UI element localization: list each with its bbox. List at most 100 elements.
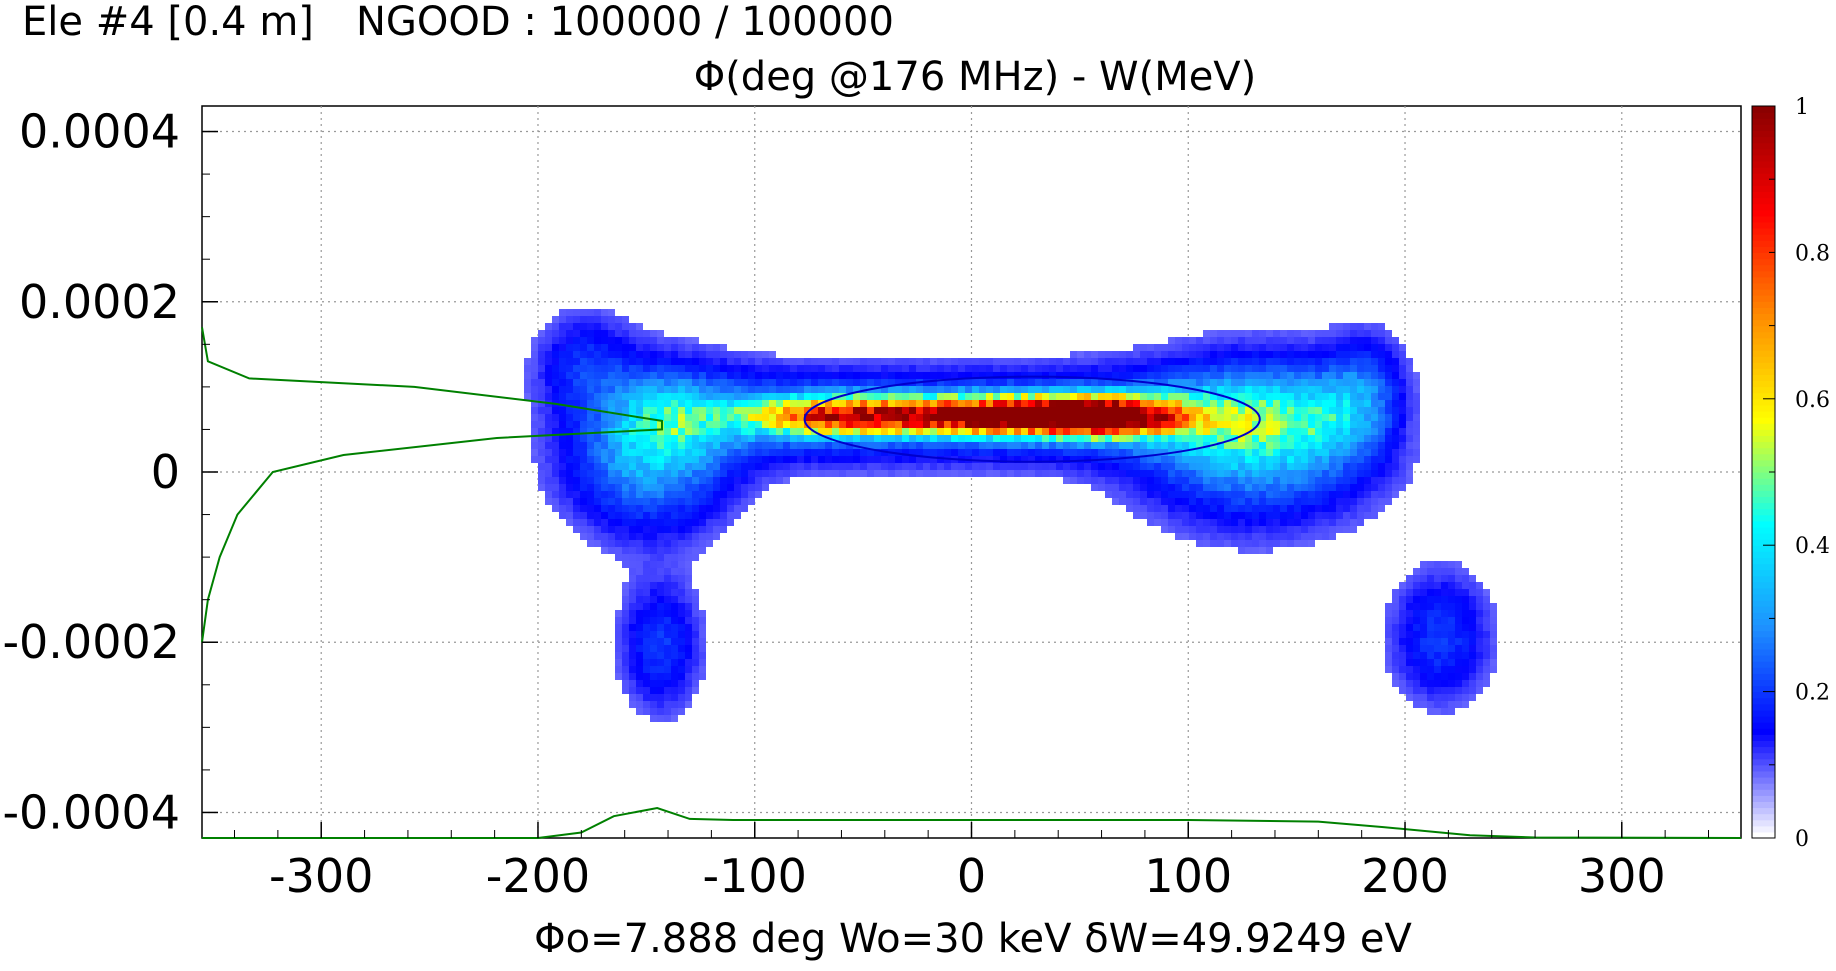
density-cell <box>1336 407 1343 414</box>
density-cell <box>1217 526 1224 533</box>
density-cell <box>650 498 657 505</box>
density-cell <box>1014 379 1021 386</box>
density-cell <box>1385 484 1392 491</box>
density-cell <box>1049 428 1056 435</box>
density-cell <box>1196 533 1203 540</box>
density-cell <box>601 365 608 372</box>
density-cell <box>1063 407 1070 414</box>
density-cell <box>1203 379 1210 386</box>
density-cell <box>713 449 720 456</box>
density-cell <box>524 372 531 379</box>
density-cell <box>1252 337 1259 344</box>
density-cell <box>601 449 608 456</box>
density-cell <box>881 379 888 386</box>
density-cell <box>573 344 580 351</box>
density-cell <box>587 337 594 344</box>
density-cell <box>1448 659 1455 666</box>
density-cell <box>1000 442 1007 449</box>
density-cell <box>804 470 811 477</box>
density-cell <box>1308 330 1315 337</box>
density-cell <box>1490 603 1497 610</box>
density-cell <box>1196 344 1203 351</box>
density-cell <box>629 519 636 526</box>
density-cell <box>958 386 965 393</box>
density-cell <box>1210 449 1217 456</box>
density-cell <box>1231 393 1238 400</box>
density-cell <box>1168 491 1175 498</box>
density-cell <box>685 400 692 407</box>
density-cell <box>741 456 748 463</box>
density-cell <box>1175 491 1182 498</box>
density-cell <box>888 358 895 365</box>
density-cell <box>650 344 657 351</box>
density-cell <box>622 491 629 498</box>
density-cell <box>1231 407 1238 414</box>
density-cell <box>1175 428 1182 435</box>
density-cell <box>741 351 748 358</box>
density-cell <box>594 449 601 456</box>
density-cell <box>1126 407 1133 414</box>
colorbar-swatch <box>1752 569 1775 577</box>
density-cell <box>1364 435 1371 442</box>
density-cell <box>678 694 685 701</box>
density-cell <box>1448 673 1455 680</box>
density-cell <box>608 372 615 379</box>
density-cell <box>1357 491 1364 498</box>
density-cell <box>846 435 853 442</box>
density-cell <box>1385 365 1392 372</box>
density-cell <box>552 491 559 498</box>
density-cell <box>881 400 888 407</box>
density-cell <box>1147 442 1154 449</box>
density-cell <box>1301 372 1308 379</box>
density-cell <box>1455 701 1462 708</box>
density-cell <box>1133 435 1140 442</box>
density-cell <box>1336 323 1343 330</box>
density-cell <box>1161 435 1168 442</box>
density-cell <box>538 421 545 428</box>
colorbar-swatch <box>1752 136 1775 144</box>
density-cell <box>811 386 818 393</box>
density-cell <box>1469 575 1476 582</box>
density-cell <box>1217 533 1224 540</box>
density-cell <box>1238 330 1245 337</box>
density-cell <box>776 393 783 400</box>
density-cell <box>573 428 580 435</box>
density-cell <box>1273 512 1280 519</box>
density-cell <box>650 407 657 414</box>
density-cell <box>1392 596 1399 603</box>
density-cell <box>1238 428 1245 435</box>
density-cell <box>1175 351 1182 358</box>
density-cell <box>1434 687 1441 694</box>
density-cell <box>972 442 979 449</box>
density-cell <box>874 428 881 435</box>
density-cell <box>615 645 622 652</box>
density-cell <box>846 449 853 456</box>
density-cell <box>678 610 685 617</box>
density-cell <box>1273 386 1280 393</box>
density-cell <box>1210 393 1217 400</box>
density-cell <box>895 463 902 470</box>
density-cell <box>1406 638 1413 645</box>
density-cell <box>1231 442 1238 449</box>
density-cell <box>657 491 664 498</box>
density-cell <box>650 589 657 596</box>
density-cell <box>1441 596 1448 603</box>
density-cell <box>1105 484 1112 491</box>
density-cell <box>748 435 755 442</box>
density-cell <box>587 330 594 337</box>
density-cell <box>804 400 811 407</box>
density-cell <box>790 463 797 470</box>
density-cell <box>1343 477 1350 484</box>
density-cell <box>1308 386 1315 393</box>
density-cell <box>643 365 650 372</box>
density-cell <box>1273 393 1280 400</box>
density-cell <box>1133 498 1140 505</box>
density-cell <box>1084 393 1091 400</box>
density-cell <box>1378 463 1385 470</box>
density-cell <box>825 372 832 379</box>
density-cell <box>1371 400 1378 407</box>
density-cell <box>1315 400 1322 407</box>
density-cell <box>958 449 965 456</box>
density-cell <box>923 407 930 414</box>
density-cell <box>1420 610 1427 617</box>
